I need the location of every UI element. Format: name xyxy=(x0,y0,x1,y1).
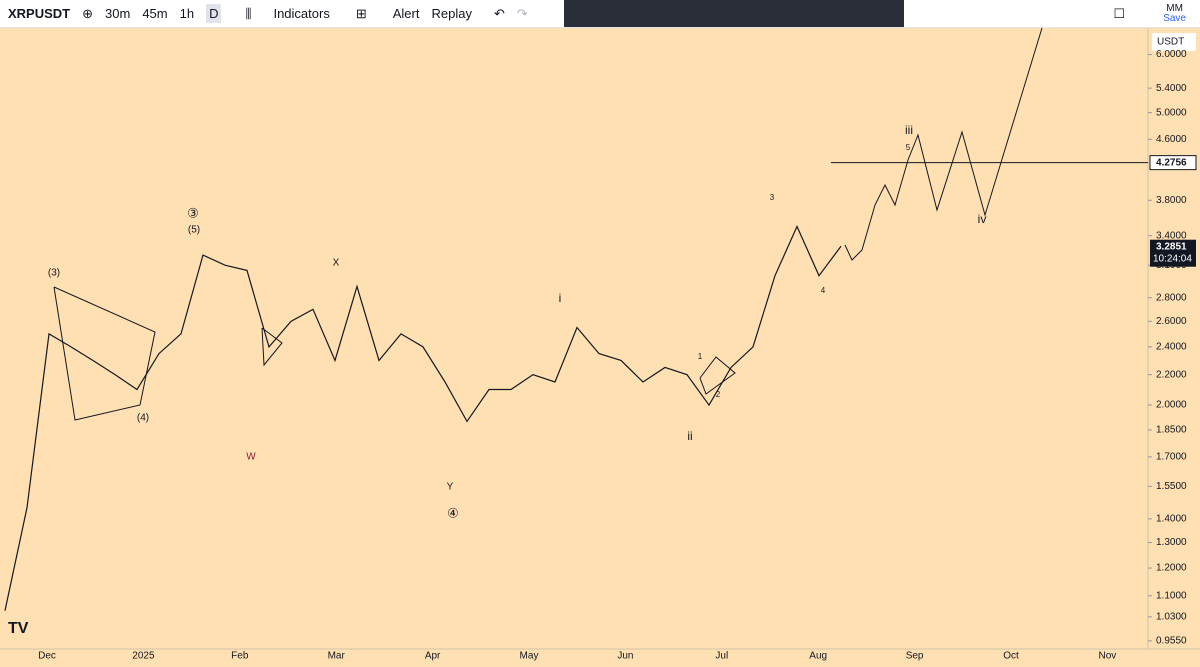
x-tick-label: 2025 xyxy=(132,651,155,662)
y-tick-label: 3.4000 xyxy=(1156,230,1187,241)
wave-label: (5) xyxy=(188,225,200,236)
wave-label: 1 xyxy=(698,352,703,361)
triangle xyxy=(261,327,283,367)
y-tick-label: 0.9550 xyxy=(1156,636,1187,647)
drawing-tools[interactable] xyxy=(563,0,904,27)
wave-label: Y xyxy=(447,482,454,493)
redo[interactable]: ↷ xyxy=(516,5,528,21)
triangle xyxy=(53,286,156,421)
symbol[interactable]: XRPUSDT xyxy=(8,6,71,21)
interval[interactable]: D xyxy=(206,4,222,23)
layout[interactable]: ☐ xyxy=(1113,5,1126,21)
chart: USDT (3) (4) ③ (5) W X Y ④ i ii 1 2 3 4 … xyxy=(0,28,1200,662)
templates[interactable]: ⊞ xyxy=(355,5,367,21)
wave-label: W xyxy=(246,452,256,463)
wave-label: ii xyxy=(687,429,692,443)
currency: USDT xyxy=(1157,37,1184,48)
wave-label: X xyxy=(333,258,340,269)
interval[interactable]: 1h xyxy=(179,6,195,21)
y-tick-label: 1.0300 xyxy=(1156,611,1187,622)
alert[interactable]: Alert xyxy=(392,6,420,21)
y-tick-label: 1.5500 xyxy=(1156,481,1187,492)
indicators[interactable]: Indicators xyxy=(273,6,330,21)
interval[interactable]: 30m xyxy=(105,6,131,21)
chart-type[interactable]: ⫼ xyxy=(245,5,252,21)
currency-select[interactable] xyxy=(1152,33,1196,51)
x-tick-label: Jul xyxy=(715,651,728,662)
wave-label: iv xyxy=(978,212,987,226)
y-tick-label: 3.8000 xyxy=(1156,195,1187,206)
y-tick-label: 6.0000 xyxy=(1156,49,1187,60)
x-tick-label: May xyxy=(520,651,539,662)
y-tick-label: 1.7000 xyxy=(1156,452,1187,463)
y-tick-label: 2.4000 xyxy=(1156,342,1187,353)
y-tick-label: 2.6000 xyxy=(1156,316,1187,327)
account[interactable]: MM Save xyxy=(1157,2,1192,24)
annotations: (3) (4) ③ (5) W X Y ④ i ii 1 2 3 4 5 iii… xyxy=(48,123,986,520)
x-tick-label: Nov xyxy=(1099,651,1117,662)
account-name: MM xyxy=(1166,2,1183,14)
logo[interactable]: TV xyxy=(8,620,29,637)
save[interactable]: Save xyxy=(1163,12,1186,24)
replay[interactable]: Replay xyxy=(431,6,472,21)
x-tick-label: Feb xyxy=(231,651,249,662)
wave-label: 5 xyxy=(906,143,911,152)
y-tick-label: 4.6000 xyxy=(1156,134,1187,145)
y-tick-label: 1.3000 xyxy=(1156,537,1187,548)
undo[interactable]: ↶ xyxy=(493,5,505,21)
x-tick-label: Mar xyxy=(328,651,346,662)
last-price: 3.2851 xyxy=(1156,241,1187,252)
wave-label: iii xyxy=(905,123,913,137)
drawings xyxy=(53,28,1043,421)
interval[interactable]: 45m xyxy=(142,6,168,21)
x-tick-label: Apr xyxy=(425,651,441,662)
y-tick-label: 5.0000 xyxy=(1156,107,1187,118)
y-tick-label: 1.8500 xyxy=(1156,425,1187,436)
x-tick-label: Jun xyxy=(617,651,633,662)
toolbar: XRPUSDT ⊕ 30m 45m 1h D ⫼ Indicators ⊞ Al… xyxy=(0,0,1200,28)
wave-label: 4 xyxy=(821,286,826,295)
wedge xyxy=(699,356,736,395)
y-tick-label: 1.4000 xyxy=(1156,513,1187,524)
x-tick-label: Sep xyxy=(906,651,924,662)
x-tick-label: Aug xyxy=(809,651,827,662)
add-symbol[interactable]: ⊕ xyxy=(82,5,94,21)
y-tick-label: 2.2000 xyxy=(1156,369,1187,380)
wave-label: 3 xyxy=(770,193,775,202)
wave-label: (3) xyxy=(48,268,60,279)
y-tick-label: 1.2000 xyxy=(1156,563,1187,574)
price-tag xyxy=(1149,155,1197,171)
wave-label: 2 xyxy=(716,390,721,399)
price-line xyxy=(4,225,842,611)
countdown: 10:24:04 xyxy=(1153,253,1192,264)
projection xyxy=(844,28,1043,261)
wave-label: i xyxy=(559,291,562,305)
wave-label: ④ xyxy=(447,505,459,520)
y-tick-label: 5.4000 xyxy=(1156,83,1187,94)
x-tick-label: Oct xyxy=(1003,651,1019,662)
x-tick-label: Dec xyxy=(38,651,56,662)
wave-label: (4) xyxy=(137,413,149,424)
last-price-tag xyxy=(1150,239,1196,267)
y-tick-label: 2.8000 xyxy=(1156,292,1187,303)
price-tag-label: 4.2756 xyxy=(1156,157,1187,168)
y-tick-label: 1.1000 xyxy=(1156,590,1187,601)
y-tick-label: 2.0000 xyxy=(1156,400,1187,411)
wave-label: ③ xyxy=(187,205,199,220)
